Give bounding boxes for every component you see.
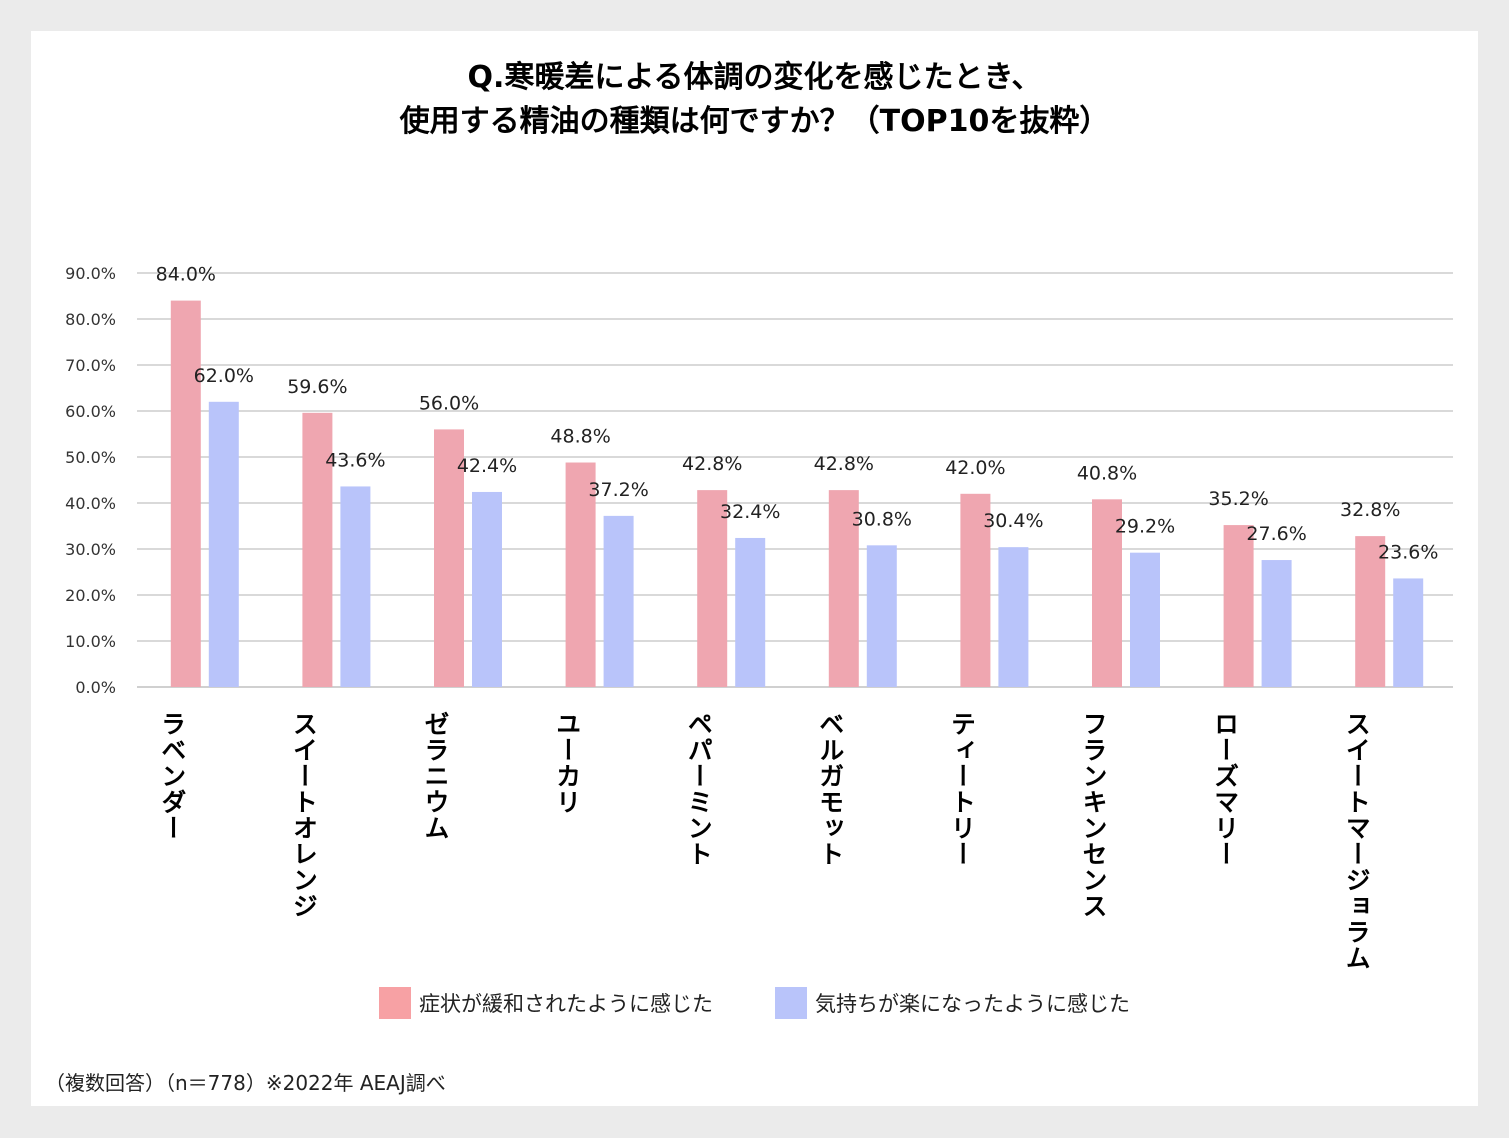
bar-symptom-relief <box>960 493 991 687</box>
x-category-label: ペパーミント <box>684 711 714 867</box>
data-label-mood-relief: 43.6% <box>325 449 385 471</box>
data-label-mood-relief: 42.4% <box>457 455 517 477</box>
y-tick-label: 40.0% <box>65 494 116 513</box>
data-label-mood-relief: 32.4% <box>720 501 780 523</box>
bar-mood-relief <box>866 545 897 687</box>
chart-title-line-2: 使用する精油の種類は何ですか？（TOP10を抜粋） <box>399 104 1110 139</box>
data-label-symptom-relief: 42.8% <box>814 453 874 475</box>
data-label-symptom-relief: 42.0% <box>945 457 1005 479</box>
bar-symptom-relief <box>434 429 464 687</box>
legend-label-symptom-relief: 症状が緩和されたように感じた <box>419 992 713 1016</box>
bar-symptom-relief <box>1092 499 1122 687</box>
data-label-mood-relief: 62.0% <box>194 365 254 387</box>
data-label-symptom-relief: 56.0% <box>419 392 479 414</box>
bar-mood-relief <box>1393 578 1424 687</box>
legend-swatch-blue <box>775 987 807 1019</box>
bar-symptom-relief <box>170 300 201 687</box>
data-label-symptom-relief: 40.8% <box>1077 462 1137 484</box>
bar-symptom-relief <box>1355 536 1386 687</box>
legend-item-mood-relief: 気持ちが楽になったように感じた <box>775 987 1130 1019</box>
footnote: （複数回答）（n＝778）※2022年 AEAJ調べ <box>45 1071 446 1095</box>
legend-swatch-pink <box>379 987 411 1019</box>
x-category-label: ローズマリー <box>1210 711 1240 867</box>
bar-symptom-relief <box>828 490 859 687</box>
bar-symptom-relief <box>697 490 728 687</box>
data-label-mood-relief: 37.2% <box>588 479 648 501</box>
legend-label-mood-relief: 気持ちが楽になったように感じた <box>815 992 1130 1016</box>
chart-title-line-1: Q.寒暖差による体調の変化を感じたとき、 <box>467 60 1042 95</box>
y-tick-label: 10.0% <box>65 632 116 651</box>
y-tick-label: 0.0% <box>75 678 116 697</box>
x-category-label: スイートマージョラム <box>1342 711 1372 971</box>
data-label-mood-relief: 29.2% <box>1115 516 1175 538</box>
y-tick-label: 70.0% <box>65 356 116 375</box>
bar-mood-relief <box>1130 552 1160 687</box>
bar-mood-relief <box>1261 560 1292 687</box>
legend: 症状が緩和されたように感じた 気持ちが楽になったように感じた <box>31 987 1478 1019</box>
y-tick-label: 60.0% <box>65 402 116 421</box>
x-category-label: ラベンダー <box>157 711 187 841</box>
data-label-symptom-relief: 35.2% <box>1208 488 1268 510</box>
chart-title: Q.寒暖差による体調の変化を感じたとき、 使用する精油の種類は何ですか？（TOP… <box>31 56 1478 144</box>
chart-panel: Q.寒暖差による体調の変化を感じたとき、 使用する精油の種類は何ですか？（TOP… <box>31 31 1478 1106</box>
x-category-label: ティートリー <box>947 711 977 867</box>
data-label-mood-relief: 30.4% <box>983 510 1043 532</box>
bar-mood-relief <box>998 547 1029 687</box>
data-label-mood-relief: 30.8% <box>852 508 912 530</box>
bar-chart: 0.0% 10.0% 20.0% 30.0% 40.0% 50.0% 60.0% 70.0% 8… <box>65 264 1453 697</box>
y-tick-label: 30.0% <box>65 540 116 559</box>
bar-mood-relief <box>735 537 766 687</box>
x-category-label: ゼラニウム <box>421 711 450 841</box>
bar-mood-relief <box>340 486 371 687</box>
data-label-symptom-relief: 59.6% <box>287 376 347 398</box>
x-category-label: ユーカリ <box>552 711 582 815</box>
data-label-symptom-relief: 32.8% <box>1340 499 1400 521</box>
bar-symptom-relief <box>1223 525 1254 687</box>
x-category-label: フランキンセンス <box>1079 711 1108 919</box>
x-category-label: ベルガモット <box>815 711 845 867</box>
bar-mood-relief <box>603 515 634 687</box>
data-label-symptom-relief: 42.8% <box>682 453 742 475</box>
data-label-mood-relief: 23.6% <box>1378 541 1438 563</box>
bar-mood-relief <box>472 491 502 687</box>
legend-item-symptom-relief: 症状が緩和されたように感じた <box>379 987 713 1019</box>
data-label-symptom-relief: 84.0% <box>156 264 216 286</box>
bar-symptom-relief <box>565 462 596 687</box>
data-label-mood-relief: 27.6% <box>1246 523 1306 545</box>
bar-symptom-relief <box>302 412 333 687</box>
y-tick-label: 50.0% <box>65 448 116 467</box>
y-tick-label: 80.0% <box>65 310 116 329</box>
y-tick-label: 20.0% <box>65 586 116 605</box>
x-category-label: スイートオレンジ <box>289 711 319 919</box>
data-label-symptom-relief: 48.8% <box>550 426 610 448</box>
bar-mood-relief <box>208 401 239 687</box>
y-tick-label: 90.0% <box>65 264 116 283</box>
